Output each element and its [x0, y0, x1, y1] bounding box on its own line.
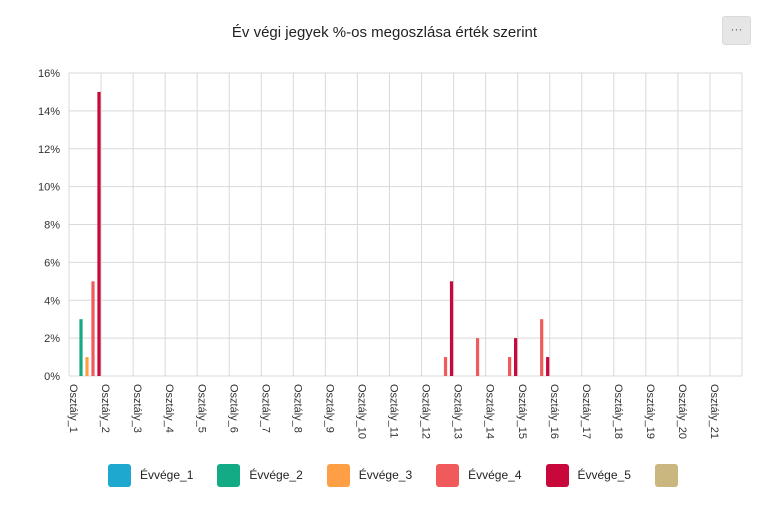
bar	[443, 357, 448, 376]
chart-menu-button[interactable]: ···	[722, 16, 751, 45]
x-tick-label: Osztály_5	[195, 384, 207, 433]
bar	[449, 281, 454, 376]
x-tick-label: Osztály_16	[548, 384, 560, 439]
x-tick-label: Osztály_9	[323, 384, 335, 433]
legend-swatch	[436, 463, 460, 487]
legend-label: Évvége_5	[577, 468, 631, 482]
legend-label: Évvége_3	[358, 468, 413, 482]
x-tick-label: Osztály_13	[452, 384, 464, 439]
legend-item[interactable]	[654, 463, 678, 487]
x-tick-label: Osztály_14	[484, 384, 496, 439]
x-tick-label: Osztály_12	[420, 384, 432, 439]
legend-swatch	[326, 463, 350, 487]
bar	[97, 91, 101, 376]
legend-swatch	[217, 463, 241, 487]
x-tick-label: Osztály_20	[676, 384, 688, 439]
x-tick-label: Osztály_10	[356, 384, 368, 439]
x-tick-label: Osztály_17	[580, 384, 592, 439]
bar	[79, 319, 83, 376]
x-tick-label: Osztály_2	[99, 384, 111, 433]
x-tick-label: Osztály_4	[163, 384, 175, 433]
x-tick-label: Osztály_3	[131, 384, 143, 433]
bar	[475, 338, 480, 376]
y-tick-label: 10%	[38, 182, 60, 194]
y-tick-label: 0%	[44, 371, 60, 383]
chart-legend: Évvége_1 Évvége_2 Évvége_3 Évvége_4 Évvége_5	[108, 462, 678, 488]
x-tick-label: Osztály_1	[67, 384, 79, 433]
chart-title: Év végi jegyek %-os megoszlása érték sze…	[231, 24, 538, 41]
legend-label: Évvége_1	[140, 468, 194, 482]
x-tick-label: Osztály_19	[644, 384, 656, 439]
y-tick-label: 14%	[38, 106, 60, 118]
y-tick-label: 16%	[38, 68, 60, 80]
bar	[91, 281, 95, 376]
y-tick-label: 4%	[44, 295, 60, 307]
bar	[85, 357, 89, 376]
legend-item[interactable]: Évvége_3	[326, 463, 413, 487]
y-tick-label: 6%	[44, 257, 60, 269]
y-tick-label: 12%	[38, 144, 60, 156]
x-tick-label: Osztály_11	[388, 384, 400, 438]
bar	[508, 357, 512, 376]
x-tick-label: Osztály_15	[516, 384, 528, 439]
legend-item[interactable]: Évvége_1	[108, 463, 194, 487]
legend-label: Évvége_4	[468, 468, 522, 482]
legend-item[interactable]: Évvége_5	[545, 463, 631, 487]
bar	[546, 357, 550, 376]
y-tick-label: 8%	[44, 220, 60, 232]
x-tick-label: Osztály_7	[259, 384, 271, 433]
legend-label: Évvége_2	[249, 468, 303, 482]
legend-item[interactable]: Évvége_2	[217, 463, 303, 487]
legend-swatch	[545, 463, 569, 487]
x-tick-label: Osztály_21	[708, 384, 720, 439]
bar-chart: 0% 2% 4% 6% 8% 10% 12% 14% 16% Osztály_1 Osztály_2…	[38, 68, 743, 439]
x-tick-label: Osztály_18	[612, 384, 624, 439]
y-tick-label: 2%	[44, 333, 60, 345]
bar	[540, 319, 544, 376]
legend-item[interactable]: Évvége_4	[436, 463, 522, 487]
bar	[514, 338, 518, 376]
x-tick-label: Osztály_8	[291, 384, 303, 433]
x-tick-label: Osztály_6	[227, 384, 239, 433]
legend-swatch	[654, 463, 678, 487]
legend-swatch	[108, 463, 131, 487]
